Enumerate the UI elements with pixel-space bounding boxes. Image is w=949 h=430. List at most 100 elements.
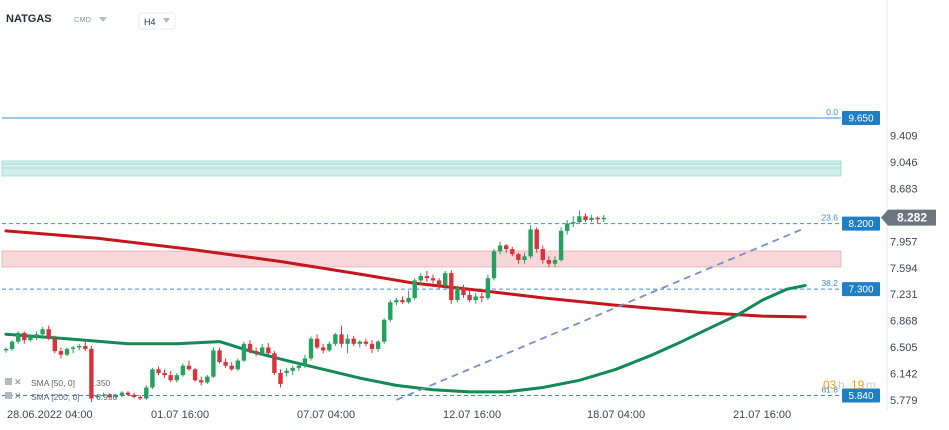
candle[interactable] xyxy=(168,370,173,383)
candle[interactable] xyxy=(558,227,564,262)
candle[interactable] xyxy=(272,351,277,376)
candle[interactable] xyxy=(321,343,326,354)
candle[interactable] xyxy=(534,227,539,253)
candle[interactable] xyxy=(583,213,588,223)
candle[interactable] xyxy=(192,367,198,382)
candle[interactable] xyxy=(247,340,253,354)
candle[interactable] xyxy=(571,216,576,228)
candle[interactable] xyxy=(70,346,76,354)
candle[interactable] xyxy=(491,249,497,281)
candle[interactable] xyxy=(406,290,411,304)
candle[interactable] xyxy=(333,332,338,347)
candle[interactable] xyxy=(436,278,442,290)
legend-sma-200[interactable]: ✕ SMA [200, 0] 6.950 xyxy=(5,391,118,402)
candle[interactable] xyxy=(455,285,460,303)
candle[interactable] xyxy=(314,334,320,349)
candle[interactable] xyxy=(77,343,82,351)
level-tag-bg[interactable] xyxy=(842,216,880,231)
candle[interactable] xyxy=(107,393,112,399)
candle[interactable] xyxy=(46,325,51,341)
candle[interactable] xyxy=(382,318,387,344)
candle[interactable] xyxy=(217,347,222,364)
candle[interactable] xyxy=(22,331,27,344)
candle[interactable] xyxy=(199,376,204,386)
candle[interactable] xyxy=(95,394,100,399)
candle[interactable] xyxy=(174,372,179,383)
candle[interactable] xyxy=(528,225,533,259)
candle[interactable] xyxy=(589,214,594,223)
candle[interactable] xyxy=(229,362,234,371)
candle[interactable] xyxy=(284,367,289,377)
candle[interactable] xyxy=(552,256,558,268)
candle[interactable] xyxy=(449,270,454,304)
candle[interactable] xyxy=(546,256,552,268)
candle[interactable] xyxy=(595,216,600,224)
candle[interactable] xyxy=(443,270,448,288)
candle[interactable] xyxy=(58,347,64,359)
candle[interactable] xyxy=(400,296,405,304)
candle[interactable] xyxy=(253,347,259,357)
candle[interactable] xyxy=(223,358,228,368)
candle[interactable] xyxy=(9,340,15,352)
drag-icon[interactable] xyxy=(5,392,12,399)
candle[interactable] xyxy=(357,340,362,348)
candle[interactable] xyxy=(101,392,106,398)
candle[interactable] xyxy=(150,367,155,389)
candle[interactable] xyxy=(522,252,527,264)
candle[interactable] xyxy=(577,210,582,224)
candle[interactable] xyxy=(565,219,570,235)
candle[interactable] xyxy=(138,394,143,400)
candle[interactable] xyxy=(241,341,247,363)
candle[interactable] xyxy=(266,343,271,355)
candle[interactable] xyxy=(540,245,545,264)
candle[interactable] xyxy=(296,362,301,371)
candle[interactable] xyxy=(144,385,149,400)
candle[interactable] xyxy=(375,340,381,352)
trendline[interactable] xyxy=(396,227,806,401)
candle[interactable] xyxy=(351,335,356,347)
candle[interactable] xyxy=(516,252,521,264)
candle[interactable] xyxy=(180,363,186,377)
symbol-dropdown-icon[interactable] xyxy=(99,17,107,22)
close-icon[interactable]: ✕ xyxy=(14,391,22,401)
candle[interactable] xyxy=(40,327,45,339)
candle[interactable] xyxy=(302,354,308,368)
candle[interactable] xyxy=(278,369,283,388)
candle[interactable] xyxy=(89,346,94,403)
candle[interactable] xyxy=(131,392,137,399)
candle[interactable] xyxy=(479,292,484,303)
candle[interactable] xyxy=(394,297,399,306)
candle[interactable] xyxy=(119,391,125,398)
candle[interactable] xyxy=(430,274,436,284)
candle[interactable] xyxy=(52,335,57,354)
candle[interactable] xyxy=(510,246,515,257)
legend-sma-50[interactable]: ✕ SMA [50, 0] 7.350 xyxy=(5,377,111,388)
candle[interactable] xyxy=(424,270,430,282)
candle[interactable] xyxy=(461,284,466,298)
candle[interactable] xyxy=(308,336,314,361)
level-tag-bg[interactable] xyxy=(842,388,880,403)
candle[interactable] xyxy=(260,343,265,355)
candle[interactable] xyxy=(467,290,472,303)
candle[interactable] xyxy=(327,341,332,352)
candle[interactable] xyxy=(497,241,503,255)
candle[interactable] xyxy=(16,331,21,344)
candle[interactable] xyxy=(156,366,161,376)
candle[interactable] xyxy=(205,375,210,384)
candle[interactable] xyxy=(162,369,167,379)
candle[interactable] xyxy=(34,331,39,341)
candle[interactable] xyxy=(388,300,393,322)
candle[interactable] xyxy=(473,292,478,304)
candle[interactable] xyxy=(235,358,240,371)
candle[interactable] xyxy=(485,274,491,301)
candle[interactable] xyxy=(64,347,70,357)
candle[interactable] xyxy=(83,340,88,352)
trendline-path[interactable] xyxy=(396,227,806,401)
candle[interactable] xyxy=(186,360,192,371)
timeframe-dropdown-icon[interactable] xyxy=(163,18,170,23)
candle[interactable] xyxy=(28,334,33,342)
current-price-tag[interactable] xyxy=(881,209,936,226)
drag-icon[interactable] xyxy=(5,378,12,385)
level-tag-bg[interactable] xyxy=(842,110,880,125)
